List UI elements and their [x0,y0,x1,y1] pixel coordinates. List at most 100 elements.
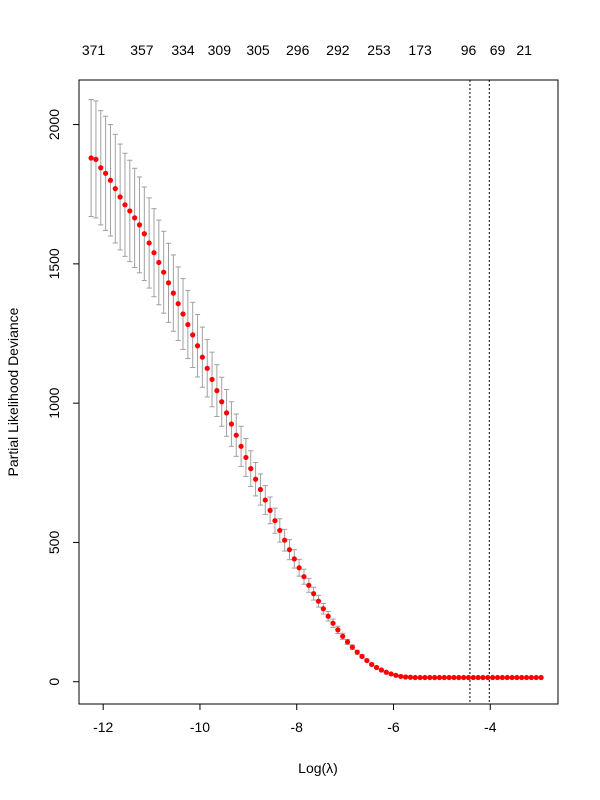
y-tick-label: 1500 [46,248,62,279]
data-point [286,547,293,553]
y-tick-label: 0 [46,678,62,686]
data-point [170,290,176,296]
data-point [306,582,312,588]
top-axis-label: 371 [82,42,106,58]
y-axis: 0 500 1000 1500 2000 [46,109,80,686]
data-point [456,674,462,681]
top-axis-label: 253 [367,42,391,58]
data-point [156,259,162,266]
data-point [364,657,370,664]
data-point [407,674,414,680]
data-point [199,354,205,360]
data-point [93,156,99,162]
data-point [461,674,467,681]
data-point [122,202,128,208]
data-point [238,443,244,449]
data-point [248,466,254,472]
data-point [349,644,355,650]
top-axis-label: 173 [408,42,432,58]
data-point [272,518,278,524]
data-point [282,537,288,543]
data-point [475,674,481,681]
data-point [165,280,172,286]
data-point [528,674,534,681]
plot-frame [78,79,559,705]
data-point [253,476,259,482]
data-point [494,674,501,681]
error-bars [88,99,544,679]
data-point [388,671,394,677]
data-point [223,410,230,416]
data-point [344,639,351,645]
data-point [151,250,157,256]
data-point [383,669,389,675]
top-axis-label: 292 [326,42,350,58]
data-point [190,332,196,338]
data-point [509,674,515,681]
data-point [485,674,491,681]
data-point [233,432,239,438]
x-tick-label: -6 [387,719,400,735]
data-point [402,674,409,680]
data-point [301,574,307,580]
top-axis-label: 357 [130,42,154,58]
data-point [373,664,380,671]
data-point [393,672,399,678]
top-axis-label: 305 [246,42,270,58]
y-tick-label: 500 [46,531,62,555]
data-point [209,376,215,383]
data-point [451,674,457,681]
data-point [296,565,302,571]
data-point [161,269,167,275]
top-axis-label: 21 [516,42,532,58]
x-tick-label: -4 [484,719,497,735]
data-point [204,365,210,371]
data-point [514,674,520,681]
top-axis-label: 296 [286,42,310,58]
data-point [175,301,181,307]
data-point [320,606,326,612]
y-tick-label: 1000 [46,387,62,418]
data-point [262,497,268,503]
data-point [533,674,539,681]
data-point [378,667,384,673]
data-points [88,155,544,681]
data-point [441,674,447,681]
data-point [132,215,138,221]
data-point [538,674,544,681]
data-point [369,661,375,668]
y-tick-label: 2000 [46,109,62,140]
data-point [194,343,201,349]
data-point [243,454,249,461]
data-point [436,674,443,681]
data-point [141,231,147,237]
data-point [98,165,104,171]
data-point [214,388,220,394]
data-point [523,674,530,681]
data-point [427,674,433,681]
data-point [180,311,186,317]
top-axis: 371 357 334 309 305 296 292 253 173 96 69 21 [82,42,532,58]
data-point [398,673,404,680]
data-point [267,507,273,513]
x-tick-label: -10 [190,719,210,735]
data-point [257,486,264,493]
data-point [103,170,109,176]
data-point [311,591,317,597]
data-point [185,321,191,328]
data-point [519,674,525,681]
x-tick-label: -8 [291,719,304,735]
data-point [228,421,235,427]
x-axis: -12 -10 -8 -6 -4 [93,703,497,735]
reference-lines [469,80,490,704]
data-point [136,222,143,228]
x-tick-label: -12 [93,719,113,735]
top-axis-label: 69 [490,42,506,58]
y-axis-label: Partial Likelihood Deviance [5,307,21,476]
data-point [340,633,346,639]
data-point [480,674,486,681]
data-point [417,674,423,681]
data-point [315,598,322,604]
data-point [432,674,438,681]
